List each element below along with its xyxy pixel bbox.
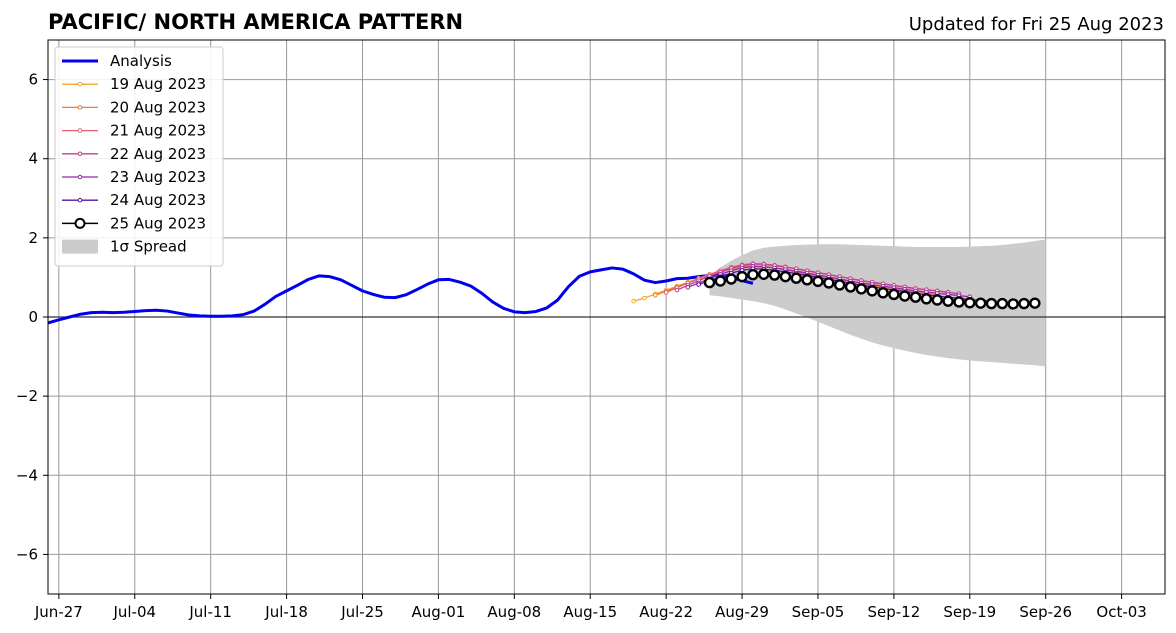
data-point: [714, 275, 727, 287]
series-line: [698, 268, 992, 302]
data-point: [736, 270, 748, 283]
analysis-line: [47, 266, 754, 325]
y-tick-label: −4: [16, 466, 38, 484]
legend-swatch-marker: [77, 128, 83, 133]
x-tick-label: Jun-27: [34, 603, 83, 621]
data-point: [779, 270, 792, 283]
legend-label: 25 Aug 2023: [110, 214, 206, 232]
y-tick-label: −6: [16, 545, 38, 563]
legend-label: 19 Aug 2023: [110, 75, 206, 93]
data-point: [768, 269, 781, 281]
data-point: [1029, 297, 1041, 309]
data-point: [663, 290, 669, 295]
data-point: [801, 274, 813, 286]
data-point: [823, 277, 835, 289]
legend-swatch-marker: [77, 197, 83, 203]
x-tick-label: Jul-25: [340, 603, 384, 621]
data-point: [685, 285, 691, 290]
data-point: [996, 297, 1009, 310]
x-axis: Jun-27 Jul-04 Jul-11 Jul-18 Jul-25 Aug-01 Aug-…: [34, 594, 1147, 621]
chart-title: PACIFIC/ NORTH AMERICA PATTERN: [48, 10, 463, 34]
data-point: [747, 268, 759, 281]
data-point: [899, 290, 911, 302]
x-tick-label: Oct-03: [1096, 603, 1146, 621]
x-tick-label: Sep-19: [943, 603, 996, 621]
legend-swatch-marker: [77, 105, 83, 110]
data-point: [1007, 298, 1019, 310]
data-point: [964, 297, 976, 309]
x-tick-label: Sep-26: [1019, 603, 1072, 621]
x-tick-label: Aug-29: [715, 603, 769, 621]
data-point: [942, 295, 954, 307]
x-tick-label: Jul-04: [112, 603, 156, 621]
data-point: [953, 296, 965, 308]
data-point: [844, 281, 857, 293]
legend-label: 1σ Spread: [110, 238, 187, 256]
x-tick-label: Jul-11: [188, 603, 232, 621]
y-tick-label: 2: [28, 229, 38, 247]
y-tick-label: 4: [28, 150, 38, 168]
legend-swatch-spread: [62, 239, 98, 254]
data-point: [888, 288, 900, 301]
data-point: [855, 283, 868, 295]
legend-swatch-marker: [77, 81, 83, 87]
x-tick-label: Sep-05: [792, 603, 845, 621]
data-point: [631, 298, 636, 304]
data-point: [1018, 297, 1030, 310]
legend-swatch-marker: [74, 217, 86, 229]
data-point: [866, 285, 878, 297]
legend-box: [54, 46, 224, 267]
data-point: [653, 292, 658, 298]
y-tick-label: 6: [28, 71, 38, 89]
x-tick-label: Aug-01: [412, 603, 466, 621]
series-lines: [47, 261, 1041, 325]
data-point: [974, 297, 987, 309]
data-point: [758, 268, 770, 280]
legend-swatch-marker: [77, 151, 83, 157]
data-point: [920, 293, 933, 305]
x-tick-label: Aug-08: [487, 603, 541, 621]
x-tick-label: Aug-15: [563, 603, 617, 621]
data-point: [877, 287, 889, 299]
data-point: [725, 273, 737, 285]
legend-label: 21 Aug 2023: [110, 122, 206, 140]
x-tick-label: Aug-22: [639, 603, 693, 621]
data-point: [985, 297, 998, 310]
data-point: [909, 291, 922, 303]
y-tick-label: 0: [28, 308, 38, 326]
data-point: [696, 282, 701, 287]
legend-label: 20 Aug 2023: [110, 98, 206, 116]
legend-label: 22 Aug 2023: [110, 145, 206, 163]
y-axis: −6 −4 −2 0 2 4 6: [16, 71, 48, 563]
legend-swatch-marker: [77, 174, 83, 180]
x-tick-label: Sep-12: [867, 603, 920, 621]
series-25-aug-2023: [703, 268, 1041, 310]
data-point: [642, 295, 647, 301]
y-tick-label: −2: [16, 387, 38, 405]
data-point: [931, 294, 943, 306]
data-point: [833, 279, 846, 291]
data-point: [812, 275, 824, 288]
legend-label: 23 Aug 2023: [110, 168, 206, 186]
x-tick-label: Jul-18: [264, 603, 308, 621]
legend-label: Analysis: [110, 52, 172, 70]
data-point: [790, 272, 802, 284]
legend: Analysis 19 Aug 2023 20 Aug 2023 21 Aug 202…: [54, 46, 224, 267]
data-point: [703, 276, 716, 289]
chart-subtitle: Updated for Fri 25 Aug 2023: [909, 14, 1164, 35]
legend-label: 24 Aug 2023: [110, 191, 206, 209]
data-point: [674, 287, 680, 293]
